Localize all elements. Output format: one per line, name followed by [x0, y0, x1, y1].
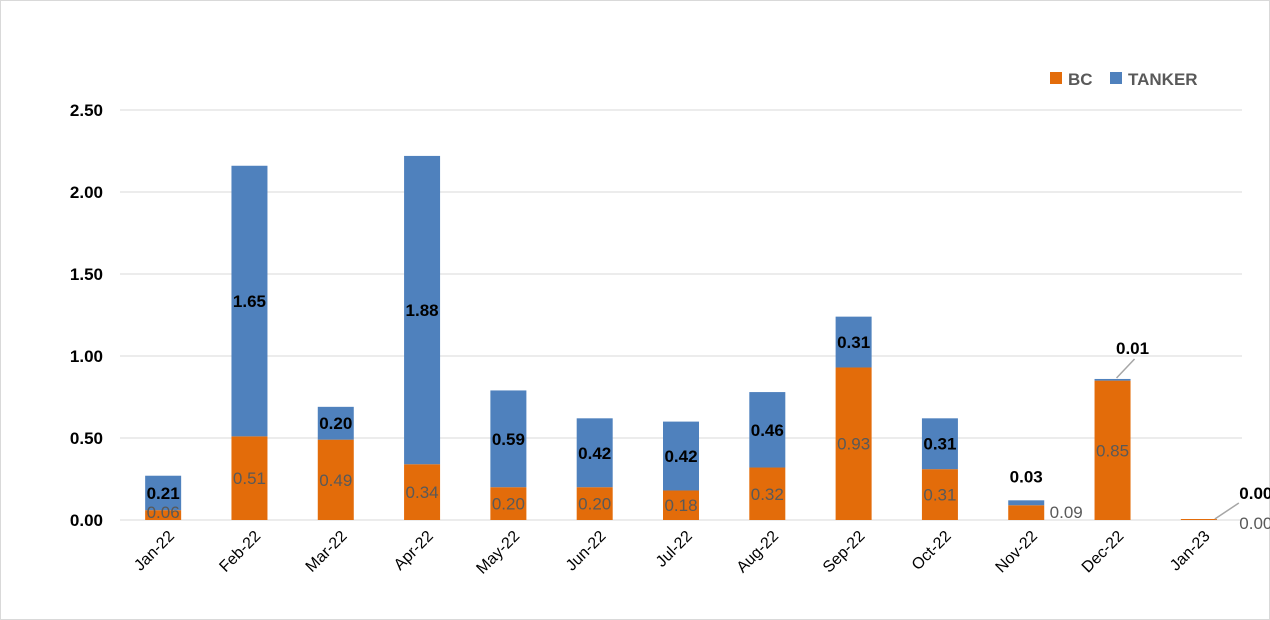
bar-bc: [404, 464, 441, 520]
x-tick-label: May-22: [473, 528, 523, 578]
data-label-tanker: 0.01: [1116, 339, 1149, 358]
bar-tanker: [835, 316, 872, 368]
data-label-tanker: 0.31: [923, 435, 956, 454]
bar-tanker: [663, 421, 699, 491]
x-tick-label: Oct-22: [909, 528, 955, 574]
data-label-tanker: 0.42: [664, 447, 697, 466]
x-tick-label: Aug-22: [734, 528, 783, 577]
data-label-bc: 0.09: [1050, 503, 1083, 522]
bar-tanker: [1094, 378, 1131, 381]
bar-tanker: [317, 406, 354, 440]
legend-label-bc: BC: [1068, 70, 1093, 89]
data-label-tanker: 0.59: [492, 430, 525, 449]
data-label-bc: 0.18: [664, 496, 697, 515]
data-label-tanker: 1.88: [406, 301, 439, 320]
bar-bc: [490, 487, 527, 520]
bar-bc: [921, 469, 958, 520]
bar-bc: [145, 510, 182, 520]
bar-tanker: [145, 475, 182, 511]
data-label-bc: 0.00: [1239, 514, 1270, 533]
legend-label-tanker: TANKER: [1128, 70, 1198, 89]
gridlines: [120, 109, 1242, 521]
y-tick-label: 1.50: [70, 265, 103, 284]
data-label-bc: 0.85: [1096, 441, 1129, 460]
x-tick-label: Nov-22: [993, 528, 1042, 577]
bar-tanker: [231, 165, 268, 437]
x-tick-label: Sep-22: [820, 528, 869, 577]
legend-swatch-tanker: [1110, 72, 1122, 84]
bar-tanker: [404, 155, 441, 465]
x-tick-label: Apr-22: [391, 528, 437, 574]
legend-swatch-bc: [1050, 72, 1062, 84]
data-label-bc: 0.51: [233, 469, 266, 488]
data-label-tanker: 0.20: [319, 414, 352, 433]
bar-bc: [576, 487, 613, 520]
data-label-tanker: 0.03: [1010, 467, 1043, 486]
bar-tanker: [1008, 500, 1045, 506]
x-tick-label: Jun-22: [563, 528, 610, 575]
x-tick-label: Jan-22: [131, 528, 178, 575]
y-tick-label: 1.00: [70, 347, 103, 366]
data-label-tanker: 0.42: [578, 444, 611, 463]
bar-tanker: [490, 390, 527, 488]
x-tick-label: Feb-22: [216, 528, 264, 576]
bar-bc: [1180, 519, 1217, 520]
legend: BC TANKER: [1050, 70, 1198, 89]
y-axis-ticks: 0.00 0.50 1.00 1.50 2.00 2.50: [70, 101, 103, 530]
data-label-bc: 0.34: [406, 483, 439, 502]
y-tick-label: 2.00: [70, 183, 103, 202]
leader-line: [1115, 358, 1136, 379]
x-tick-label: Mar-22: [303, 528, 351, 576]
x-tick-label: Jan-23: [1167, 528, 1214, 575]
data-label-tanker: 0.21: [147, 484, 180, 503]
y-tick-label: 0.00: [70, 511, 103, 530]
y-tick-label: 2.50: [70, 101, 103, 120]
x-tick-label: Jul-22: [653, 528, 696, 571]
data-label-bc: 0.93: [837, 435, 870, 454]
bar-bc: [231, 436, 268, 520]
data-label-bc: 0.20: [492, 495, 525, 514]
data-label-bc: 0.31: [923, 486, 956, 505]
x-tick-label: Dec-22: [1079, 528, 1128, 577]
bar-bc: [663, 490, 699, 520]
data-label-tanker: 0.31: [837, 333, 870, 352]
data-label-tanker: 1.65: [233, 292, 266, 311]
bar-bc: [835, 367, 872, 520]
data-label-bc: 0.20: [578, 495, 611, 514]
data-label-bc: 0.49: [319, 471, 352, 490]
bars: [145, 155, 1217, 520]
bar-bc: [1008, 505, 1045, 520]
bar-tanker: [576, 418, 613, 488]
leader-line: [1214, 502, 1240, 520]
data-label-tanker: 0.00: [1239, 484, 1270, 503]
data-label-bc: 0.32: [751, 485, 784, 504]
x-axis-ticks: Jan-22 Feb-22 Mar-22 Apr-22 May-22 Jun-22 Jul-…: [131, 528, 1213, 578]
bar-bc: [317, 439, 354, 520]
bar-tanker: [921, 418, 958, 470]
data-label-bc: 0.06: [147, 503, 180, 522]
bar-bc: [1094, 380, 1131, 520]
data-labels: 0.060.21 0.51 1.65 0.49 0.20 0.34 1.88 0.20 0.59…: [147, 292, 1270, 533]
data-label-tanker: 0.46: [751, 421, 784, 440]
bar-bc: [749, 467, 786, 520]
bar-tanker: [749, 392, 786, 468]
y-tick-label: 0.50: [70, 429, 103, 448]
